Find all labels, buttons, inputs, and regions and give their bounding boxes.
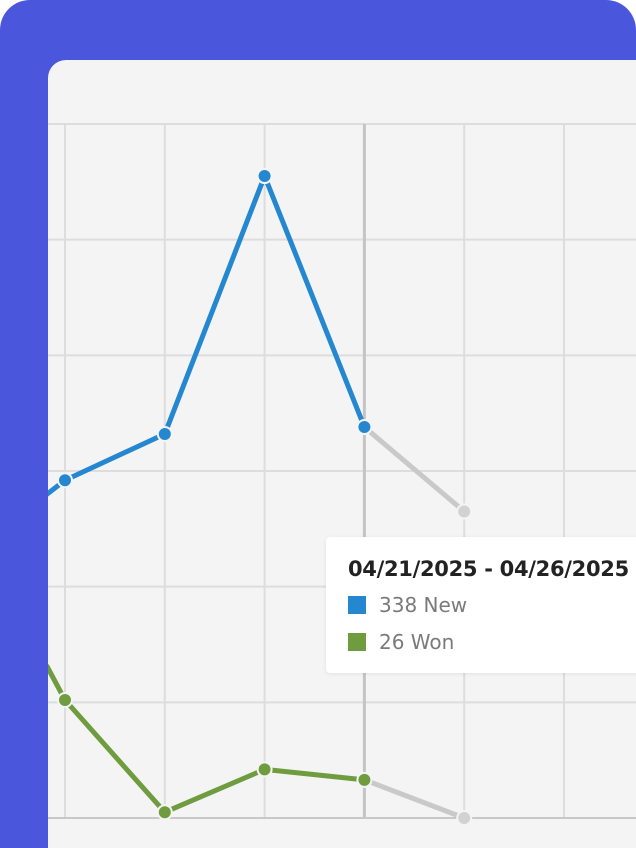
chart-panel: 04/21/2025 - 04/26/2025 338 New 26 Won bbox=[48, 60, 636, 848]
tooltip-item-won: 26 Won bbox=[348, 630, 636, 654]
tooltip-item-new: 338 New bbox=[348, 593, 636, 617]
series-0-point bbox=[356, 419, 373, 436]
new-swatch-icon bbox=[348, 596, 366, 614]
series-1-point bbox=[356, 771, 373, 788]
series-0-segment bbox=[262, 173, 367, 430]
series-0-point bbox=[256, 168, 273, 185]
series-0-segment bbox=[361, 424, 467, 514]
series-0-point bbox=[456, 503, 473, 520]
series-0-point bbox=[156, 425, 173, 442]
won-swatch-icon bbox=[348, 633, 366, 651]
series-0-segment bbox=[162, 173, 268, 437]
series-1-segment bbox=[262, 766, 367, 783]
series-1-point bbox=[256, 761, 273, 778]
line-chart bbox=[48, 123, 636, 826]
series-1-point bbox=[156, 804, 173, 821]
series-1-segment bbox=[361, 777, 467, 821]
series-1-point bbox=[456, 810, 473, 826]
series-1-segment bbox=[162, 766, 268, 815]
chart-tooltip: 04/21/2025 - 04/26/2025 338 New 26 Won bbox=[326, 537, 636, 673]
series-0-point bbox=[57, 472, 73, 489]
series-1-point bbox=[57, 692, 73, 709]
series-1-segment bbox=[62, 697, 168, 815]
tooltip-won-label: 26 Won bbox=[379, 630, 455, 654]
tooltip-new-label: 338 New bbox=[379, 593, 468, 617]
series-0-segment bbox=[62, 431, 168, 483]
tooltip-date-range: 04/21/2025 - 04/26/2025 bbox=[348, 557, 629, 581]
